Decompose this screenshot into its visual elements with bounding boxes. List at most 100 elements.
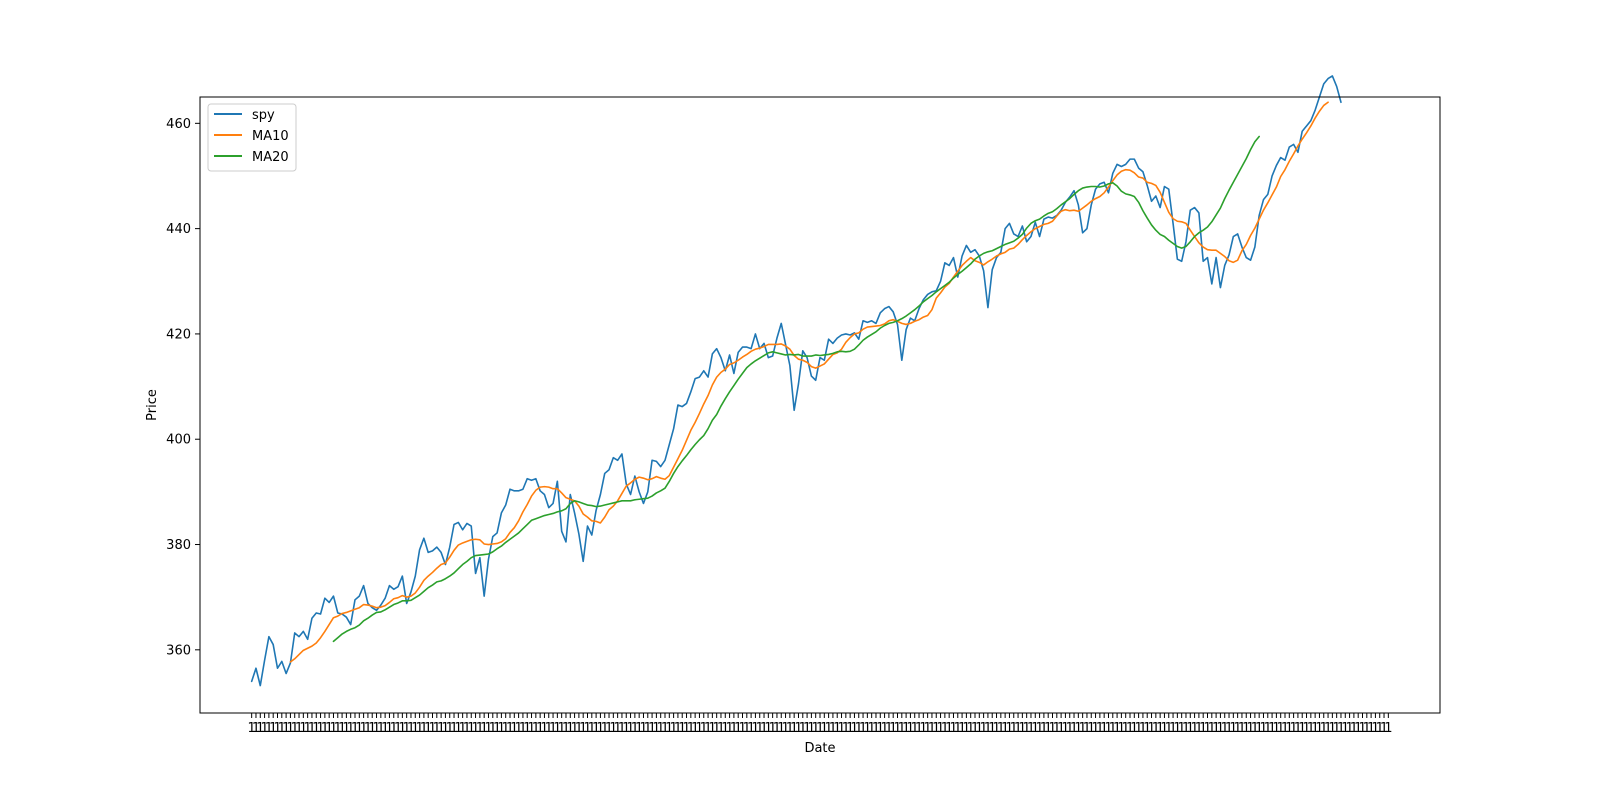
- x-tick-label: 1: [355, 721, 363, 736]
- x-tick-label: 1: [1311, 721, 1319, 736]
- x-tick-label: 1: [545, 721, 553, 736]
- x-tick-label: 1: [441, 721, 449, 736]
- x-tick-label: 1: [424, 721, 432, 736]
- x-tick-label: 1: [807, 721, 815, 736]
- x-tick-label: 1: [1328, 721, 1336, 736]
- legend-label-spy: spy: [252, 108, 275, 123]
- y-tick-label: 440: [166, 222, 191, 237]
- x-tick-label: 1: [570, 721, 578, 736]
- x-tick-label: 1: [997, 721, 1005, 736]
- x-tick-label: 1: [859, 721, 867, 736]
- x-tick-label: 1: [967, 721, 975, 736]
- x-tick-label: 1: [876, 721, 884, 736]
- x-tick-label: 1: [407, 721, 415, 736]
- x-tick-label: 1: [1199, 721, 1207, 736]
- x-tick-label: 1: [674, 721, 682, 736]
- x-tick-label: 1: [454, 721, 462, 736]
- x-tick-label: 1: [1122, 721, 1130, 736]
- x-tick-label: 1: [308, 721, 316, 736]
- x-tick-label: 1: [303, 721, 311, 736]
- legend-box: [207, 103, 297, 172]
- x-tick-label: 1: [463, 721, 471, 736]
- x-tick-label: 1: [1367, 721, 1375, 736]
- legend-item-ma10: MA10: [214, 129, 289, 144]
- x-tick-label: 1: [312, 721, 320, 736]
- x-tick-label: 1: [1233, 721, 1241, 736]
- x-tick-label: 1: [377, 721, 385, 736]
- series-line-ma10: [289, 101, 1329, 663]
- x-tick-label: 1: [1173, 721, 1181, 736]
- x-tick-label: 1: [269, 721, 277, 736]
- x-tick-label: 1: [519, 721, 527, 736]
- x-tick-label: 1: [1264, 721, 1272, 736]
- x-tick-label: 1: [415, 721, 423, 736]
- x-tick-label: 1: [1087, 721, 1095, 736]
- x-tick-label: 1: [583, 721, 591, 736]
- y-tick-label: 400: [166, 433, 191, 448]
- x-tick-label: 1: [1320, 721, 1328, 736]
- x-tick-label: 1: [364, 721, 372, 736]
- y-tick-label: 360: [166, 643, 191, 658]
- x-tick-label: 1: [248, 721, 256, 736]
- x-tick-label: 1: [734, 721, 742, 736]
- x-tick-label: 1: [682, 721, 690, 736]
- x-tick-label: 1: [1061, 721, 1069, 736]
- plot-frame: [199, 96, 1441, 714]
- x-tick-label: 1: [687, 721, 695, 736]
- x-tick-label: 1: [1035, 721, 1043, 736]
- x-tick-label: 1: [885, 721, 893, 736]
- x-tick-label: 1: [786, 721, 794, 736]
- x-tick-label: 1: [816, 721, 824, 736]
- x-tick-label: 1: [1298, 721, 1306, 736]
- x-tick-label: 1: [708, 721, 716, 736]
- x-tick-label: 1: [941, 721, 949, 736]
- x-tick-label: 1: [532, 721, 540, 736]
- x-tick-label: 1: [945, 721, 953, 736]
- x-tick-label: 1: [1143, 721, 1151, 736]
- x-tick-label: 1: [773, 721, 781, 736]
- x-tick-label: 1: [403, 721, 411, 736]
- legend: spy MA10 MA20: [207, 103, 297, 172]
- x-tick-label: 1: [601, 721, 609, 736]
- x-tick-label: 1: [889, 721, 897, 736]
- x-tick-label: 1: [291, 721, 299, 736]
- x-tick-label: 1: [1057, 721, 1065, 736]
- x-tick-label: 1: [347, 721, 355, 736]
- x-tick-label: 1: [949, 721, 957, 736]
- x-tick-label: 1: [411, 721, 419, 736]
- x-tick-label: 1: [975, 721, 983, 736]
- x-tick-label: 1: [1014, 721, 1022, 736]
- x-tick-label: 1: [1333, 721, 1341, 736]
- x-tick-label: 1: [1113, 721, 1121, 736]
- x-tick-label: 1: [480, 721, 488, 736]
- x-tick-label: 1: [936, 721, 944, 736]
- x-tick-label: 1: [1285, 721, 1293, 736]
- x-tick-label: 1: [635, 721, 643, 736]
- x-tick-label: 1: [510, 721, 518, 736]
- x-tick-label: 1: [613, 721, 621, 736]
- x-tick-label: 1: [549, 721, 557, 736]
- x-tick-label: 1: [756, 721, 764, 736]
- x-tick-label: 1: [622, 721, 630, 736]
- series-line-ma20: [332, 135, 1260, 643]
- x-tick-label: 1: [868, 721, 876, 736]
- x-tick-label: 1: [1126, 721, 1134, 736]
- x-tick-label: 1: [1272, 721, 1280, 736]
- x-tick-label: 1: [489, 721, 497, 736]
- x-tick-label: 1: [493, 721, 501, 736]
- x-tick-label: 1: [911, 721, 919, 736]
- x-tick-label: 1: [471, 721, 479, 736]
- x-tick-label: 1: [695, 721, 703, 736]
- x-tick-label: 1: [514, 721, 522, 736]
- x-tick-label: 1: [527, 721, 535, 736]
- x-tick-label: 1: [1160, 721, 1168, 736]
- series-line-spy: [250, 75, 1342, 687]
- x-tick-label: 1: [321, 721, 329, 736]
- x-tick-label: 1: [1070, 721, 1078, 736]
- x-tick-label: 1: [1169, 721, 1177, 736]
- x-tick-label: 1: [1044, 721, 1052, 736]
- x-tick-label: 1: [1376, 721, 1384, 736]
- x-tick-label: 1: [1031, 721, 1039, 736]
- x-tick-label: 1: [372, 721, 380, 736]
